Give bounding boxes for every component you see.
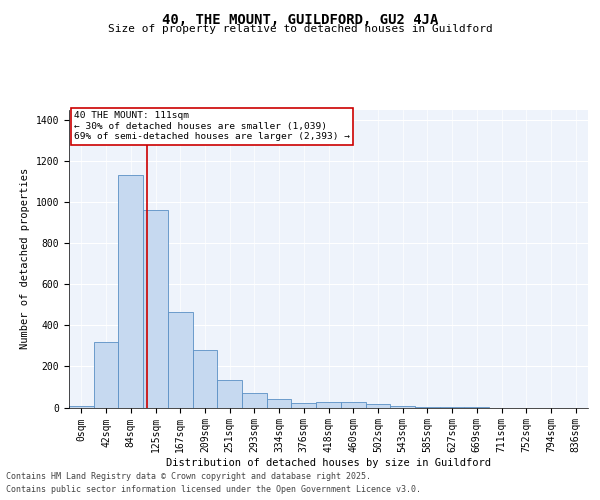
Bar xyxy=(168,312,193,408)
Bar xyxy=(365,404,390,407)
Bar xyxy=(316,402,341,407)
Text: 40, THE MOUNT, GUILDFORD, GU2 4JA: 40, THE MOUNT, GUILDFORD, GU2 4JA xyxy=(162,12,438,26)
Bar xyxy=(341,402,365,407)
Bar xyxy=(217,380,242,407)
Bar xyxy=(193,350,217,408)
Text: Contains public sector information licensed under the Open Government Licence v3: Contains public sector information licen… xyxy=(6,485,421,494)
Y-axis label: Number of detached properties: Number of detached properties xyxy=(20,168,30,350)
Text: 40 THE MOUNT: 111sqm
← 30% of detached houses are smaller (1,039)
69% of semi-de: 40 THE MOUNT: 111sqm ← 30% of detached h… xyxy=(74,112,350,142)
Text: Contains HM Land Registry data © Crown copyright and database right 2025.: Contains HM Land Registry data © Crown c… xyxy=(6,472,371,481)
Bar xyxy=(242,393,267,407)
Bar xyxy=(69,406,94,407)
Bar xyxy=(267,400,292,407)
Bar xyxy=(292,403,316,407)
X-axis label: Distribution of detached houses by size in Guildford: Distribution of detached houses by size … xyxy=(166,458,491,468)
Bar xyxy=(94,342,118,407)
Text: Size of property relative to detached houses in Guildford: Size of property relative to detached ho… xyxy=(107,24,493,34)
Bar xyxy=(143,210,168,408)
Bar xyxy=(118,174,143,408)
Bar xyxy=(390,406,415,408)
